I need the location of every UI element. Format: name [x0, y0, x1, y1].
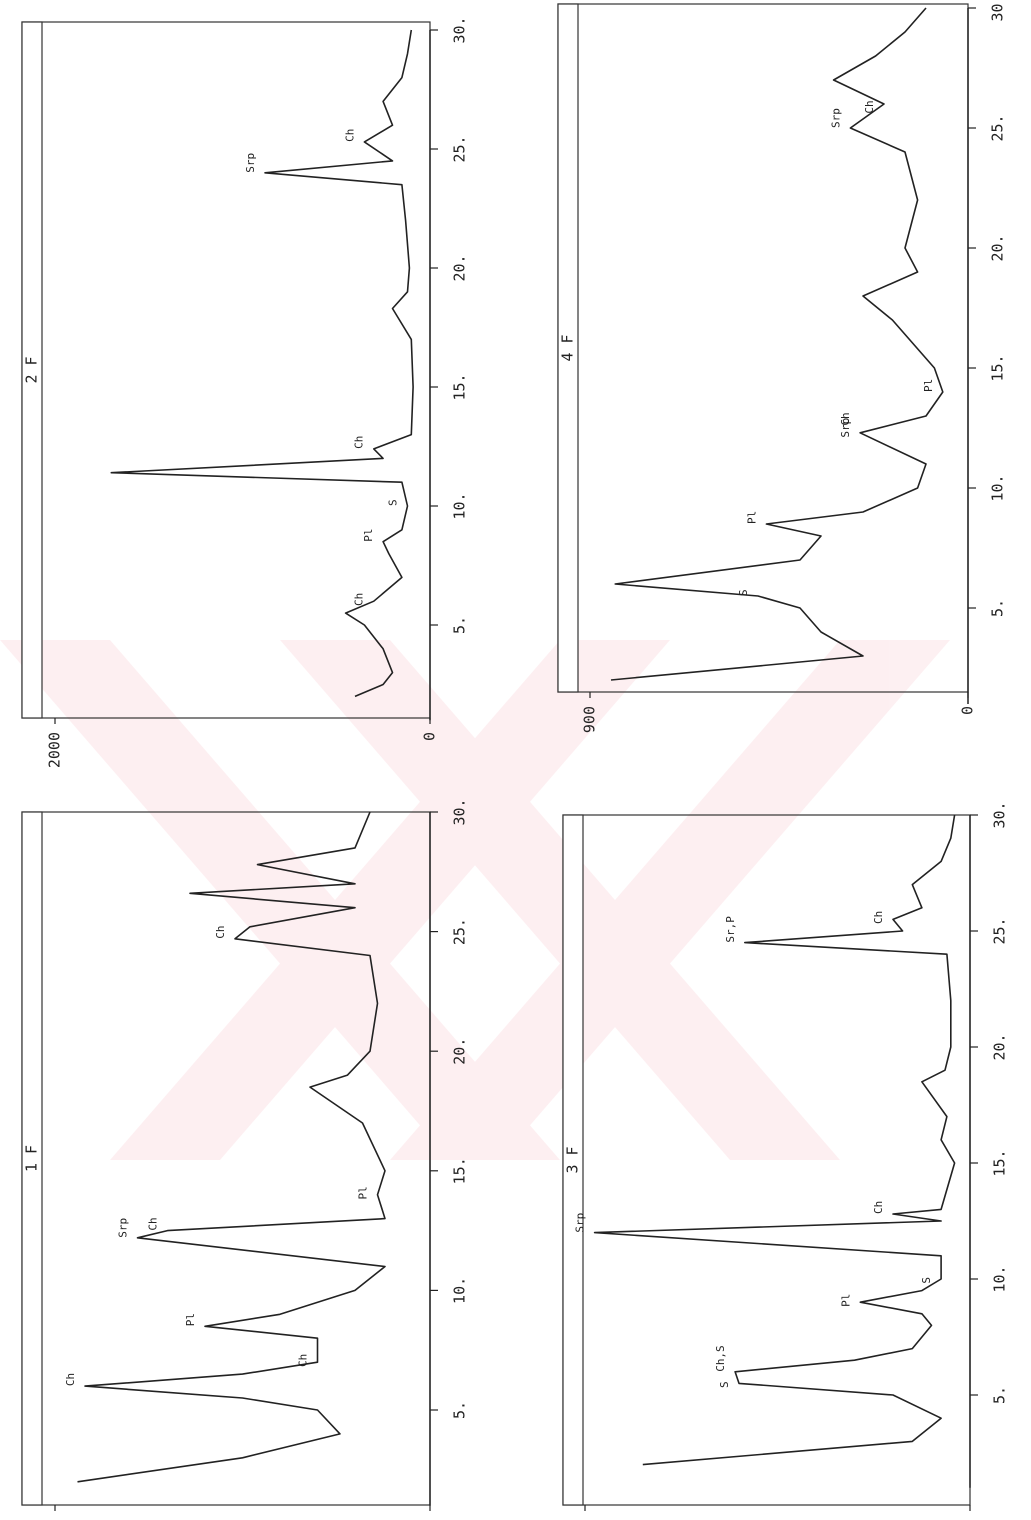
- panel-title: 2 F: [23, 356, 41, 383]
- x-tick-label: 30.: [991, 801, 1009, 828]
- peak-label: Ch: [872, 911, 885, 924]
- x-tick-label: 5.: [989, 599, 1007, 617]
- peak-label: Pl: [839, 1294, 852, 1307]
- x-tick-label: 10.: [989, 474, 1007, 501]
- peak-label: S: [718, 1381, 731, 1388]
- x-tick-label: 20.: [451, 1038, 469, 1065]
- peak-label: Pl: [922, 379, 935, 392]
- plot-frame: [21, 21, 431, 719]
- y-tick-label: 0: [959, 706, 977, 715]
- peak-label: Pl: [362, 528, 375, 541]
- x-tick-label: 30.: [451, 16, 469, 43]
- diffraction-trace: [77, 811, 386, 1483]
- peak-label: S: [387, 499, 400, 506]
- peak-label: Srp: [574, 1213, 587, 1233]
- x-tick-label: 10.: [451, 1277, 469, 1304]
- title-strip: [557, 3, 579, 693]
- peak-label: Ch: [863, 100, 876, 113]
- peak-label: Ch: [872, 1201, 885, 1214]
- title-strip: [562, 814, 584, 1506]
- title-strip: [21, 811, 43, 1506]
- peak-label: Pl: [745, 511, 758, 524]
- watermark: [0, 640, 950, 1160]
- peak-label: S: [920, 1277, 933, 1284]
- peak-label: Ch: [353, 436, 366, 449]
- diffraction-trace: [110, 29, 414, 698]
- panel: 3 F5.10.15.20.25.30.02000SCh,SPlSSrpChSr…: [562, 801, 1009, 1520]
- panel: 2 F 5. 10. 15. 20. 25. 30. 0 2000 Ch Pl S Ch Srp Ch: [21, 16, 469, 768]
- x-tick-label: 20.: [991, 1033, 1009, 1060]
- x-tick-label: 15.: [451, 1157, 469, 1184]
- peak-label: Sr,P: [724, 916, 737, 943]
- x-tick-label: 5.: [451, 1401, 469, 1419]
- title-strip: [21, 21, 43, 719]
- peak-label: Ch: [353, 593, 366, 606]
- x-tick-label: 25.: [451, 135, 469, 162]
- diffraction-trace: [610, 7, 944, 681]
- peak-label: Srp: [244, 153, 257, 173]
- x-tick-label: 20.: [451, 254, 469, 281]
- peak-label: Ch: [839, 412, 852, 425]
- panel-title: 3 F: [564, 1146, 582, 1173]
- x-tick-label: 5.: [991, 1386, 1009, 1404]
- x-tick-label: 30.: [451, 798, 469, 825]
- peak-label: Ch: [147, 1217, 160, 1230]
- x-tick-label: 5.: [451, 616, 469, 634]
- peak-label: Srp: [839, 418, 852, 438]
- peak-label: Pl: [357, 1186, 370, 1199]
- peak-label: Ch: [297, 1354, 310, 1367]
- peak-label: Srp: [117, 1218, 130, 1238]
- peak-label: Srp: [829, 108, 842, 128]
- x-tick-label: 25.: [451, 918, 469, 945]
- panel-title: 1 F: [23, 1145, 41, 1172]
- plot-frame: [557, 3, 969, 693]
- peak-label: Ch: [343, 129, 356, 142]
- peak-label: Ch: [64, 1373, 77, 1386]
- y-tick-label: 2000: [46, 732, 64, 768]
- peak-label: Ch: [214, 926, 227, 939]
- x-tick-label: 10.: [991, 1265, 1009, 1292]
- diffraction-trace: [593, 814, 956, 1466]
- peak-label: Pl: [184, 1313, 197, 1326]
- x-tick-label: 30.: [989, 0, 1007, 22]
- panel-title: 4 F: [559, 334, 577, 361]
- peak-label: S: [737, 589, 750, 596]
- panel: 1 F5.10.15.20.25.30.0500ChChPlSrpChPlCh: [21, 798, 469, 1520]
- x-tick-label: 15.: [989, 354, 1007, 381]
- x-tick-label: 10.: [451, 492, 469, 519]
- y-tick-label: 900: [581, 706, 599, 733]
- x-tick-label: 25.: [989, 114, 1007, 141]
- x-tick-label: 15.: [451, 373, 469, 400]
- y-tick-label: 0: [421, 732, 439, 741]
- x-tick-label: 20.: [989, 234, 1007, 261]
- x-tick-label: 25.: [991, 917, 1009, 944]
- peak-label: Ch,S: [714, 1345, 727, 1372]
- x-tick-label: 15.: [991, 1149, 1009, 1176]
